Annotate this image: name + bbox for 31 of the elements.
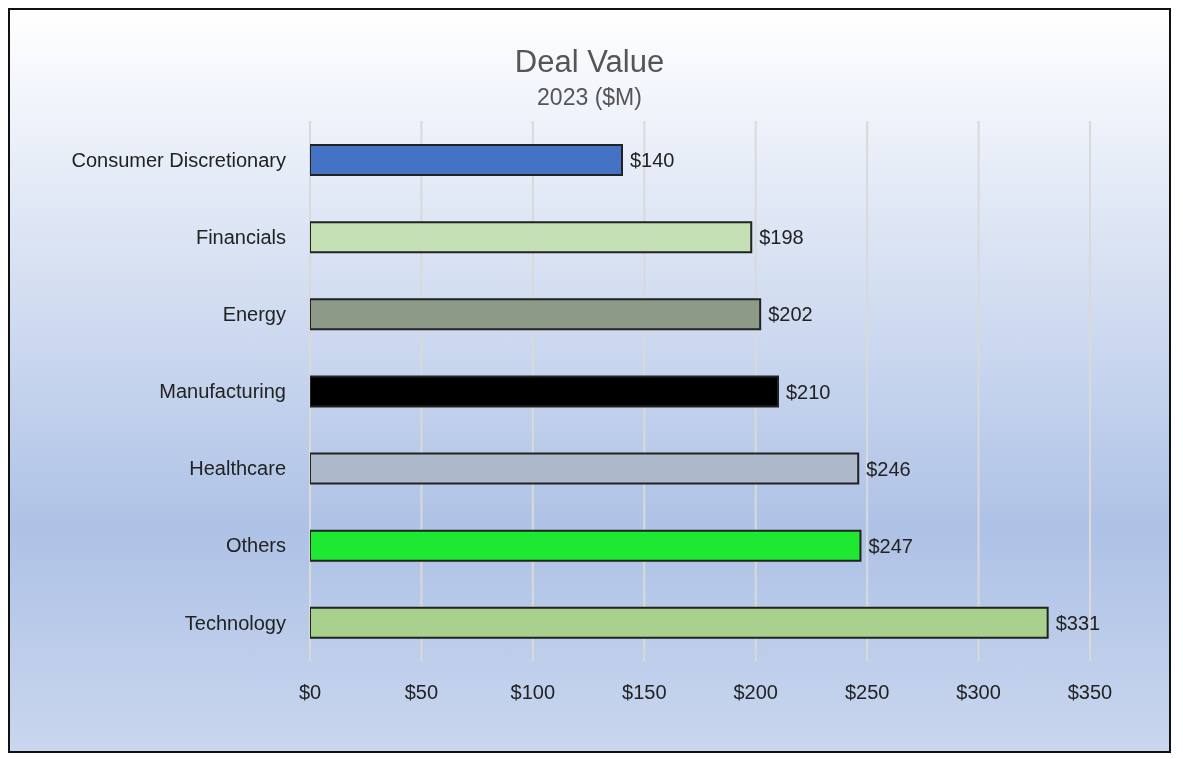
x-tick-label: $350 — [1067, 681, 1113, 704]
x-tick-label: $300 — [956, 681, 1001, 704]
bar — [310, 529, 862, 562]
chart-subtitle: 2023 ($M) — [536, 84, 643, 111]
x-tick-label: $0 — [298, 681, 322, 704]
data-label: $140 — [630, 149, 675, 172]
chart-title: Deal Value — [513, 43, 666, 80]
bar — [310, 452, 860, 485]
y-tick-label: Financials — [195, 225, 286, 248]
bar — [310, 606, 1049, 639]
x-tick-label: $200 — [733, 681, 778, 704]
y-tick-label: Technology — [184, 611, 286, 634]
bar — [310, 221, 753, 254]
x-tick-label: $100 — [510, 681, 556, 704]
data-label: $247 — [868, 534, 913, 557]
y-tick-label: Energy — [222, 302, 286, 325]
x-tick-label: $250 — [844, 681, 890, 704]
data-label: $246 — [866, 457, 911, 480]
x-tick-label: $50 — [404, 681, 439, 704]
y-tick-label: Consumer Discretionary — [71, 148, 286, 171]
data-label: $198 — [759, 226, 804, 249]
data-label: $331 — [1055, 611, 1101, 634]
bar — [310, 144, 623, 176]
x-tick-label: $150 — [622, 681, 667, 704]
y-tick-label: Others — [225, 534, 286, 557]
bar — [310, 298, 762, 331]
y-tick-label: Manufacturing — [159, 380, 286, 403]
data-label: $210 — [786, 380, 831, 403]
data-label: $202 — [768, 303, 813, 326]
y-tick-label: Healthcare — [189, 457, 286, 480]
bar — [310, 375, 779, 408]
